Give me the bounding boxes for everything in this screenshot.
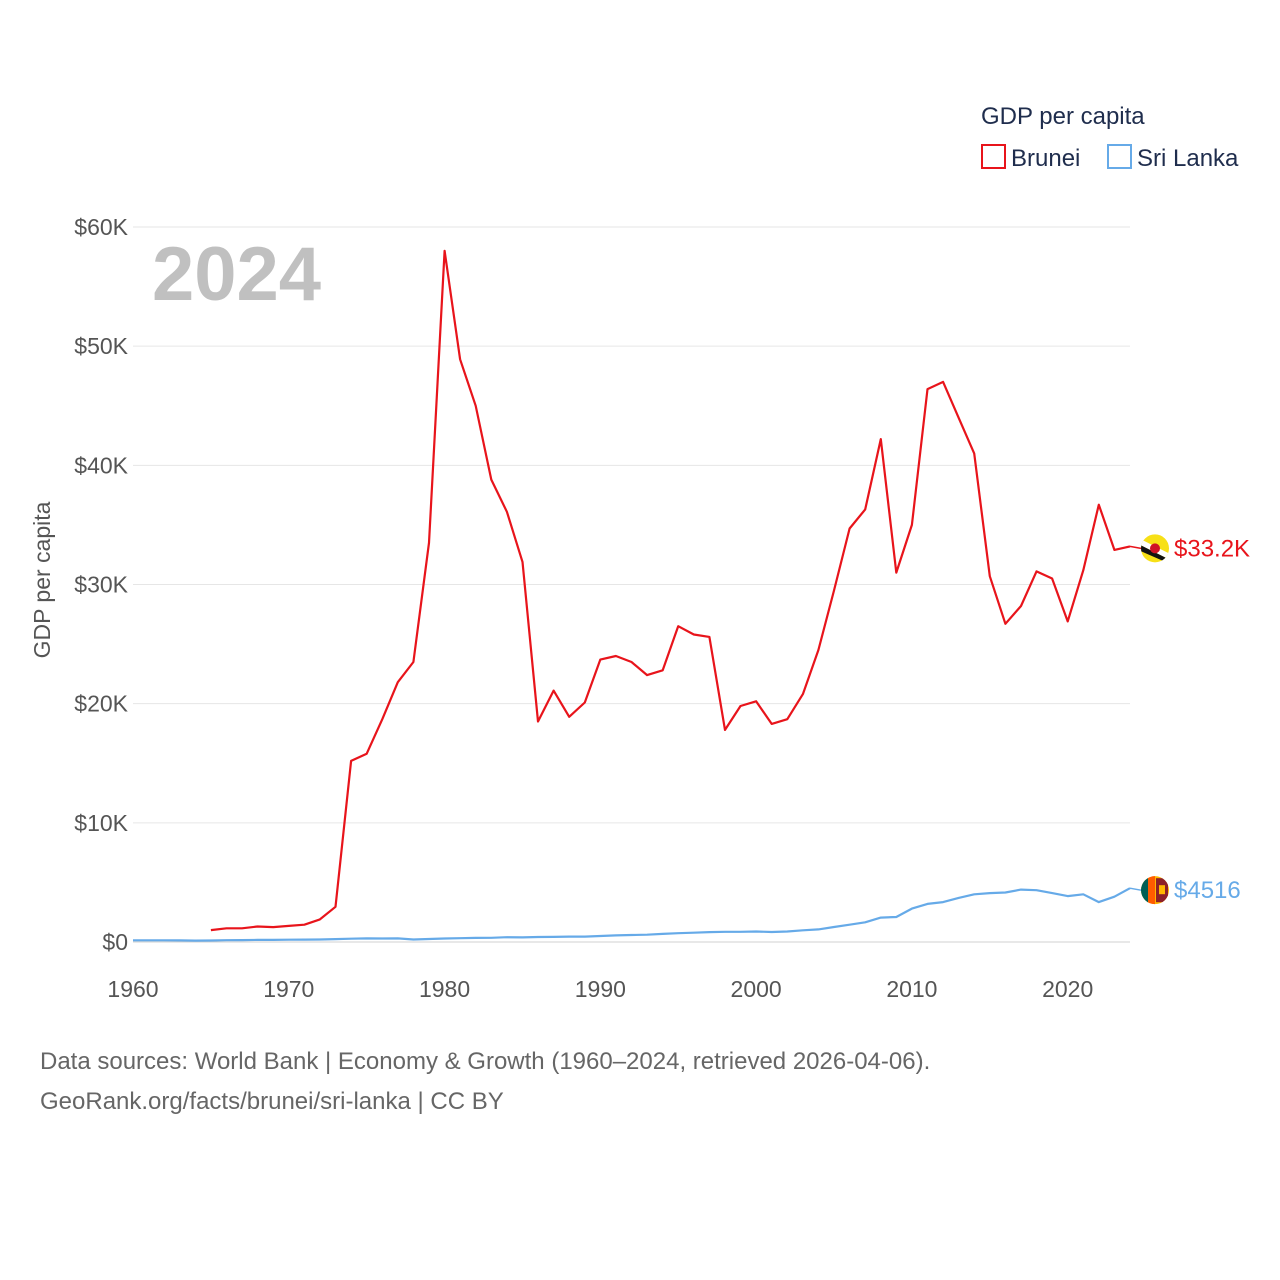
- y-tick-label: $60K: [74, 214, 128, 240]
- series-lines: [133, 249, 1131, 942]
- end-label-sri-lanka: $4516: [1174, 877, 1241, 904]
- legend: GDP per capita Brunei Sri Lanka: [981, 103, 1239, 172]
- footer: Data sources: World Bank | Economy & Gro…: [40, 1042, 930, 1122]
- x-axis-ticks: 1960 1970 1980 1990 2000 2010 2020: [107, 976, 1093, 1002]
- x-tick-label: 1970: [263, 976, 314, 1002]
- x-tick-label: 2000: [731, 976, 782, 1002]
- y-axis-ticks: $0 $10K $20K $30K $40K $50K $60K: [74, 214, 128, 955]
- legend-label-sri-lanka: Sri Lanka: [1137, 145, 1239, 172]
- brunei-flag-icon: [1141, 534, 1169, 563]
- y-tick-label: $30K: [74, 572, 128, 598]
- year-label: 2024: [152, 232, 321, 317]
- legend-item-brunei[interactable]: Brunei: [981, 144, 1080, 172]
- x-tick-label: 2010: [886, 976, 937, 1002]
- legend-item-sri-lanka[interactable]: Sri Lanka: [1107, 144, 1239, 172]
- end-connector-brunei: [1129, 545, 1142, 550]
- gdp-per-capita-chart: $0$10K$20K$30K$40K$50K$60K 1960 1970 1980 1…: [29, 103, 1250, 1002]
- y-tick-label: $0: [102, 929, 128, 955]
- gridlines: [133, 226, 1130, 943]
- y-axis-title: GDP per capita: [29, 501, 55, 658]
- end-label-brunei: $33.2K: [1174, 535, 1250, 562]
- y-tick-label: $10K: [74, 810, 128, 836]
- end-labels: $33.2K $4516: [1129, 534, 1250, 905]
- legend-title: GDP per capita: [981, 103, 1145, 130]
- sri-lanka-flag-icon: [1141, 876, 1169, 905]
- series-line-brunei[interactable]: [210, 249, 1131, 932]
- x-tick-label: 2020: [1042, 976, 1093, 1002]
- end-connector-sri-lanka: [1129, 887, 1142, 891]
- data-sources-text: Data sources: World Bank | Economy & Gro…: [40, 1048, 931, 1075]
- legend-label-brunei: Brunei: [1011, 145, 1080, 172]
- source-url-text: GeoRank.org/facts/brunei/sri-lanka | CC …: [40, 1088, 504, 1115]
- x-tick-label: 1980: [419, 976, 470, 1002]
- legend-swatch-sri-lanka: [1107, 144, 1132, 169]
- x-tick-label: 1990: [575, 976, 626, 1002]
- series-line-sri-lanka[interactable]: [133, 887, 1131, 942]
- x-tick-label: 1960: [107, 976, 158, 1002]
- y-tick-label: $20K: [74, 691, 128, 717]
- y-tick-label: $50K: [74, 333, 128, 359]
- y-tick-label: $40K: [74, 452, 128, 478]
- legend-swatch-brunei: [981, 144, 1006, 169]
